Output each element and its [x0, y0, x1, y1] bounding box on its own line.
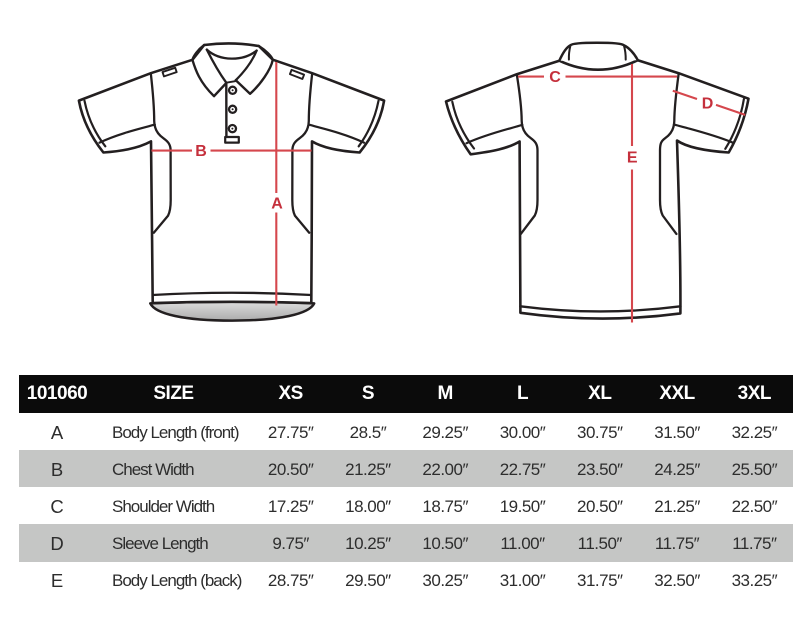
svg-text:B: B — [195, 143, 207, 160]
svg-text:D: D — [702, 95, 714, 112]
svg-text:A: A — [271, 196, 283, 213]
svg-text:E: E — [627, 150, 638, 167]
svg-text:C: C — [549, 69, 561, 86]
